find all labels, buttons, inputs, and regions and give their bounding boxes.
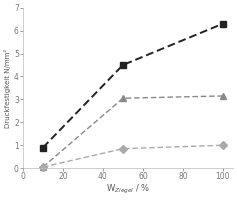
Y-axis label: Druckfestigkeit N/mm²: Druckfestigkeit N/mm² bbox=[4, 48, 11, 128]
X-axis label: W$_{Ziegel}$ / %: W$_{Ziegel}$ / % bbox=[106, 183, 150, 196]
